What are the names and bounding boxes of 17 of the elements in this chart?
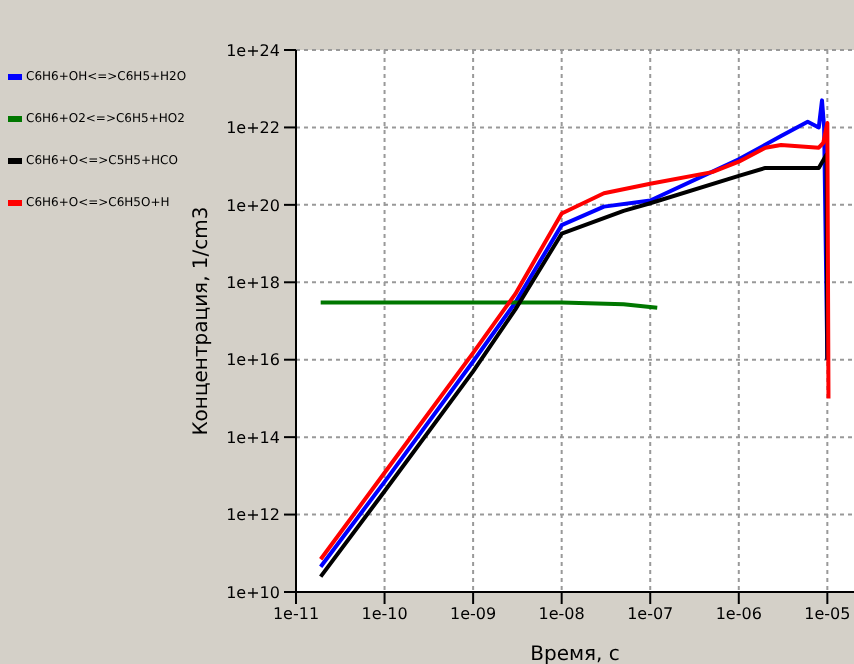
- x-tick-label: 1e-07: [627, 605, 674, 624]
- y-tick-label: 1e+22: [226, 119, 280, 138]
- x-tick-label: 1e-09: [450, 605, 497, 624]
- x-tick-label: 1e-08: [538, 605, 585, 624]
- y-axis-title: Концентрация, 1/cm3: [191, 206, 214, 436]
- y-tick-label: 1e+14: [226, 428, 280, 447]
- y-tick-label: 1e+24: [226, 41, 280, 60]
- x-tick-label: 1e-11: [272, 605, 320, 624]
- y-tick-label: 1e+16: [226, 351, 280, 370]
- y-tick-label: 1e+18: [226, 273, 280, 292]
- x-axis-title: Время, с: [530, 644, 620, 664]
- x-tick-label: 1e-06: [715, 605, 762, 624]
- y-tick-label: 1e+12: [226, 506, 280, 525]
- x-tick-label: 1e-05: [804, 605, 851, 624]
- y-tick-label: 1e+20: [226, 196, 280, 215]
- y-tick-label: 1e+10: [226, 583, 280, 602]
- x-tick-label: 1e-10: [361, 605, 408, 624]
